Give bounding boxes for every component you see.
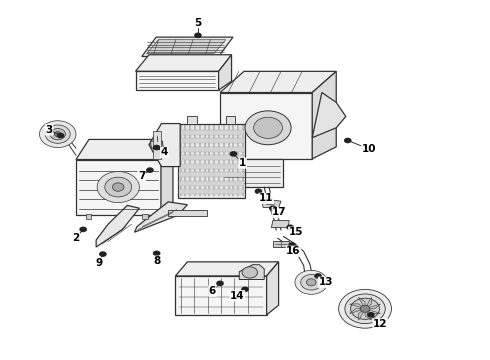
Polygon shape — [179, 189, 244, 194]
Polygon shape — [358, 309, 365, 320]
Text: 4: 4 — [161, 148, 168, 157]
Polygon shape — [86, 213, 91, 219]
Polygon shape — [220, 159, 283, 187]
Polygon shape — [312, 71, 336, 159]
Text: 11: 11 — [259, 193, 273, 203]
Polygon shape — [168, 210, 207, 216]
Polygon shape — [220, 71, 336, 93]
Circle shape — [45, 125, 70, 143]
Polygon shape — [219, 55, 232, 90]
Text: 17: 17 — [272, 207, 287, 217]
Polygon shape — [96, 206, 139, 247]
Circle shape — [351, 298, 379, 319]
Circle shape — [97, 171, 139, 203]
Polygon shape — [142, 213, 147, 219]
Circle shape — [113, 183, 124, 191]
Circle shape — [345, 294, 385, 324]
Circle shape — [306, 279, 316, 286]
Circle shape — [230, 151, 237, 157]
Polygon shape — [365, 309, 371, 320]
Polygon shape — [179, 155, 244, 160]
Circle shape — [146, 167, 154, 173]
Circle shape — [245, 111, 291, 145]
Polygon shape — [76, 159, 161, 215]
Polygon shape — [226, 116, 235, 123]
Text: 15: 15 — [289, 227, 303, 237]
Polygon shape — [147, 40, 226, 54]
Circle shape — [216, 280, 224, 286]
Polygon shape — [273, 241, 289, 247]
Circle shape — [344, 138, 352, 143]
Circle shape — [54, 132, 61, 136]
Circle shape — [288, 242, 296, 248]
Circle shape — [255, 189, 262, 194]
Circle shape — [50, 129, 65, 140]
Polygon shape — [365, 309, 381, 314]
Polygon shape — [262, 199, 281, 207]
Polygon shape — [161, 139, 173, 215]
Circle shape — [241, 287, 249, 292]
Polygon shape — [271, 221, 289, 228]
Text: 2: 2 — [73, 233, 79, 243]
Polygon shape — [136, 55, 232, 71]
Text: 9: 9 — [96, 258, 102, 268]
Polygon shape — [179, 164, 244, 169]
Circle shape — [295, 270, 328, 294]
Text: 12: 12 — [373, 319, 388, 329]
Polygon shape — [175, 276, 267, 315]
Text: 8: 8 — [153, 256, 160, 266]
Text: 5: 5 — [195, 18, 201, 28]
Polygon shape — [142, 37, 233, 57]
Polygon shape — [179, 147, 244, 152]
Polygon shape — [179, 172, 244, 177]
Circle shape — [339, 289, 392, 328]
Polygon shape — [179, 181, 244, 186]
Circle shape — [242, 267, 257, 278]
Polygon shape — [135, 202, 187, 232]
Circle shape — [286, 224, 294, 230]
Polygon shape — [153, 131, 161, 159]
Text: 7: 7 — [138, 171, 146, 181]
Circle shape — [153, 251, 161, 256]
Text: 10: 10 — [362, 144, 376, 154]
Text: 14: 14 — [230, 291, 245, 301]
Polygon shape — [220, 93, 312, 159]
Polygon shape — [179, 130, 244, 135]
Circle shape — [194, 32, 202, 38]
Polygon shape — [136, 71, 219, 90]
Circle shape — [40, 121, 76, 148]
Polygon shape — [365, 304, 381, 309]
Circle shape — [314, 273, 322, 279]
Text: 3: 3 — [46, 125, 53, 135]
Polygon shape — [179, 138, 244, 143]
Text: 13: 13 — [318, 277, 333, 287]
Polygon shape — [149, 123, 180, 167]
Polygon shape — [349, 304, 365, 309]
Circle shape — [254, 117, 282, 138]
Polygon shape — [267, 262, 279, 315]
Circle shape — [79, 226, 87, 232]
Polygon shape — [178, 123, 245, 198]
Circle shape — [360, 305, 370, 312]
Text: 1: 1 — [239, 158, 246, 168]
Polygon shape — [349, 309, 365, 314]
Circle shape — [105, 177, 132, 197]
Text: 6: 6 — [209, 286, 216, 296]
Circle shape — [367, 312, 375, 318]
Circle shape — [57, 133, 65, 138]
Circle shape — [153, 145, 161, 150]
Polygon shape — [312, 93, 346, 138]
Circle shape — [301, 275, 322, 290]
Polygon shape — [365, 297, 372, 309]
Polygon shape — [175, 262, 279, 276]
Polygon shape — [76, 139, 173, 159]
Circle shape — [269, 206, 277, 211]
Text: 16: 16 — [286, 246, 301, 256]
Polygon shape — [187, 116, 197, 123]
Polygon shape — [150, 141, 163, 148]
Polygon shape — [359, 297, 365, 309]
Circle shape — [99, 251, 107, 257]
Polygon shape — [239, 265, 264, 279]
